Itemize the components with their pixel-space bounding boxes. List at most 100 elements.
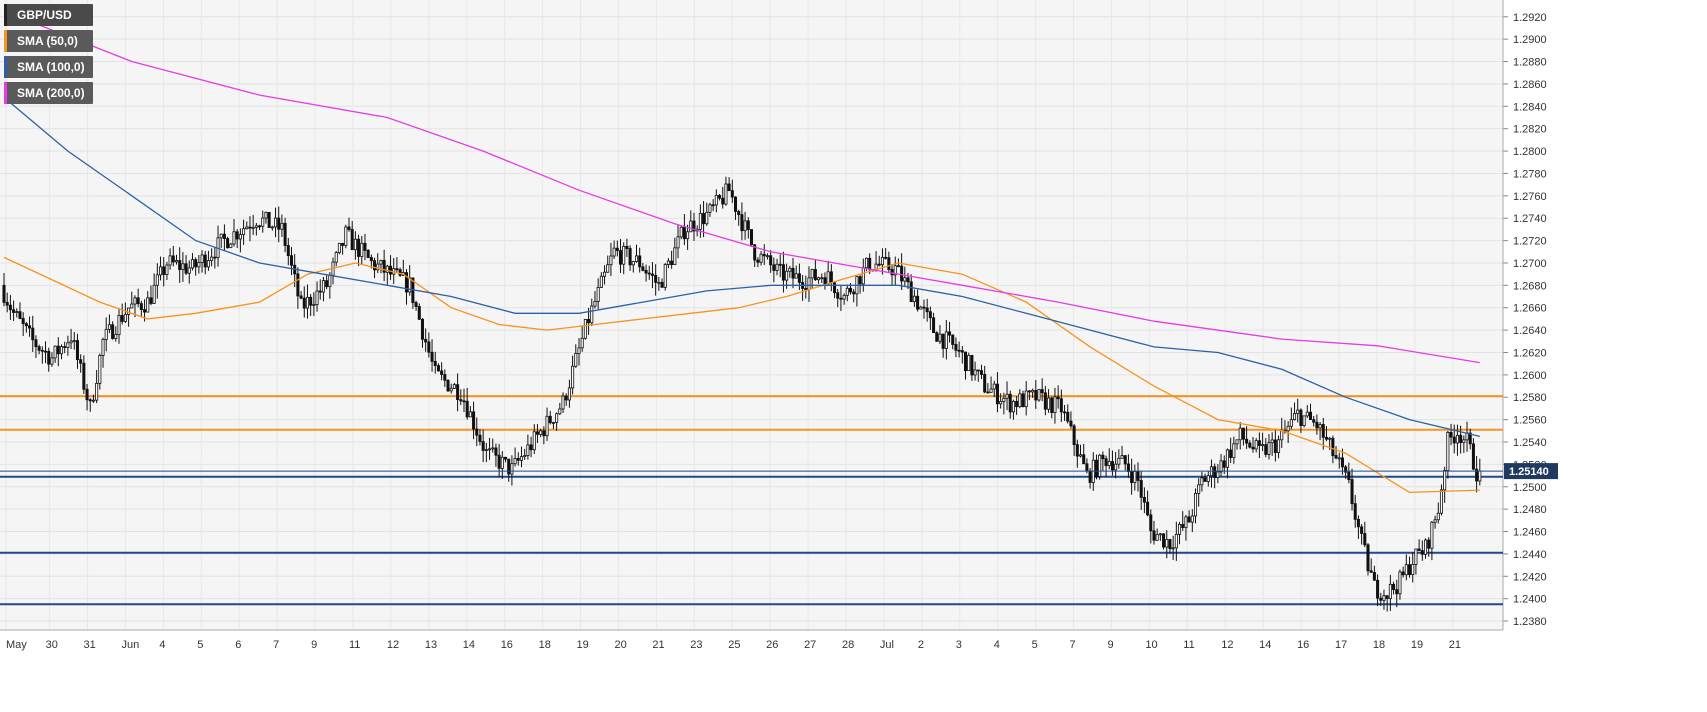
candle-body [465, 400, 469, 418]
candle-body [1059, 398, 1063, 413]
x-tick-label: 18 [1373, 639, 1385, 651]
candle-body [456, 384, 460, 400]
x-tick-label: 17 [1335, 639, 1347, 651]
candle-body [1277, 439, 1281, 453]
x-tick-label: 3 [956, 639, 962, 651]
candle-body [484, 449, 488, 452]
candle-body [689, 220, 693, 233]
legend-item[interactable]: GBP/USD [4, 4, 93, 26]
y-tick-label: 1.2440 [1513, 549, 1547, 561]
candle-body [389, 265, 393, 275]
candle-body [1372, 572, 1376, 581]
candle-body [606, 264, 610, 273]
candle-body [1053, 396, 1057, 414]
candle-body [15, 311, 19, 314]
candle-body [56, 345, 60, 355]
candle-body [622, 245, 626, 265]
candle-body [516, 458, 520, 461]
candle-body [385, 265, 389, 273]
candle-body [59, 346, 64, 355]
candle-body [1254, 440, 1258, 450]
candle-body [519, 456, 524, 461]
candle-body [168, 255, 172, 266]
y-tick-label: 1.2580 [1513, 392, 1547, 404]
candle-body [1225, 449, 1229, 468]
candle-body [1305, 411, 1309, 417]
candle-body [334, 252, 338, 263]
candle-body [1216, 471, 1220, 478]
candle-body [261, 217, 265, 227]
candle-body [686, 231, 690, 240]
candle-body [928, 311, 932, 319]
candle-body [631, 261, 635, 266]
candle-body [513, 458, 517, 465]
candle-body [599, 275, 603, 288]
candle-body [289, 255, 294, 266]
candle-body [315, 290, 319, 305]
candle-body [868, 257, 872, 271]
candle-body [1050, 397, 1054, 414]
candle-body [833, 282, 837, 294]
candle-body [877, 263, 881, 266]
candle-body [1478, 470, 1482, 482]
candle-body [1328, 437, 1332, 440]
candle-body [379, 259, 383, 265]
candle-body [810, 269, 814, 279]
x-tick-label: 27 [804, 639, 816, 651]
x-tick-label: Jul [880, 639, 894, 651]
candle-body [190, 259, 194, 269]
candle-body [1197, 484, 1201, 494]
candle-body [280, 222, 284, 230]
candle-body [1018, 393, 1022, 408]
candle-body [430, 351, 434, 362]
legend-item[interactable]: SMA (100,0) [4, 56, 93, 78]
candle-body [676, 236, 680, 249]
candle-body [963, 351, 968, 372]
legend-item[interactable]: SMA (200,0) [4, 82, 93, 104]
candle-body [1353, 503, 1357, 520]
candle-body [542, 430, 546, 437]
candle-body [468, 411, 472, 418]
candle-body [893, 265, 897, 276]
candle-body [18, 311, 22, 319]
x-tick-label: 25 [728, 639, 740, 651]
candle-body [1312, 419, 1316, 423]
candle-body [341, 242, 345, 246]
legend-item[interactable]: SMA (50,0) [4, 30, 93, 52]
candle-body [756, 259, 760, 263]
candle-body [213, 256, 217, 259]
legend-label: SMA (200,0) [17, 86, 85, 100]
candle-body [127, 307, 131, 315]
candle-body [1027, 390, 1031, 393]
candle-body [143, 309, 147, 313]
candle-body [1165, 539, 1169, 548]
y-tick-label: 1.2860 [1513, 79, 1547, 91]
candle-body [462, 400, 466, 403]
candle-body [491, 447, 495, 450]
candle-body [219, 233, 223, 239]
candle-body [433, 360, 437, 366]
y-tick-label: 1.2700 [1513, 258, 1547, 270]
candle-body [107, 324, 111, 330]
candle-body [1200, 477, 1204, 486]
candle-body [625, 245, 629, 249]
candle-body [302, 297, 306, 309]
candle-body [1063, 411, 1067, 414]
candle-body [206, 260, 210, 268]
candle-body [842, 294, 846, 300]
candle-body [270, 226, 274, 229]
candle-body [88, 399, 92, 402]
candle-body [1376, 579, 1380, 599]
candle-body [1408, 564, 1412, 575]
candle-body [1331, 437, 1335, 456]
candle-body [1021, 393, 1025, 408]
candle-body [1436, 512, 1440, 521]
candle-body [1126, 463, 1130, 472]
candle-body [740, 214, 744, 232]
candle-body [932, 317, 936, 334]
candle-body [880, 256, 884, 266]
candle-body [1455, 434, 1459, 444]
candle-body [1261, 444, 1265, 447]
candle-body [1040, 389, 1044, 394]
candle-body [184, 263, 188, 274]
